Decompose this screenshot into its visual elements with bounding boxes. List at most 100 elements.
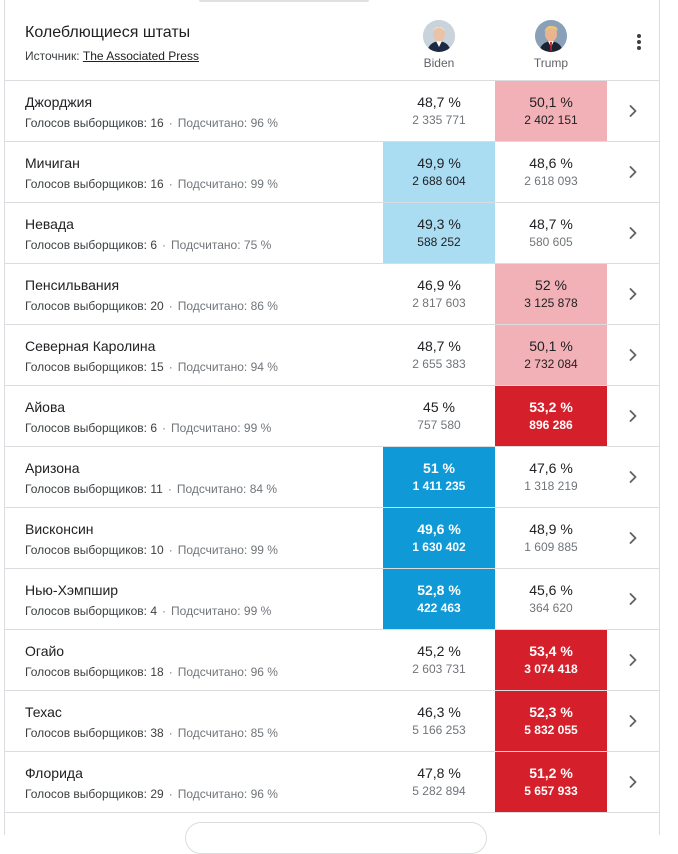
trump-result: 53,2 % 896 286 bbox=[495, 386, 607, 446]
chevron-right-icon[interactable] bbox=[625, 652, 641, 668]
state-name: Флорида bbox=[25, 765, 83, 781]
meta-separator: · bbox=[168, 543, 173, 557]
counted-value: 96 % bbox=[250, 665, 278, 679]
trump-percent: 48,9 % bbox=[529, 521, 573, 537]
meta-separator: · bbox=[168, 177, 173, 191]
trump-result: 45,6 % 364 620 bbox=[495, 569, 607, 629]
counted-value: 86 % bbox=[250, 299, 278, 313]
state-name: Джорджия bbox=[25, 94, 93, 110]
chevron-right-icon[interactable] bbox=[625, 530, 641, 546]
meta-separator: · bbox=[168, 726, 173, 740]
trump-result: 50,1 % 2 732 084 bbox=[495, 325, 607, 385]
trump-result: 50,1 % 2 402 151 bbox=[495, 81, 607, 141]
electors-label: Голосов выборщиков: bbox=[25, 543, 147, 557]
state-row[interactable]: Техас Голосов выборщиков: 38 · Подсчитано: … bbox=[5, 691, 659, 752]
trump-percent: 53,2 % bbox=[529, 399, 573, 415]
trump-votes: 5 657 933 bbox=[524, 784, 578, 798]
chevron-right-icon[interactable] bbox=[625, 164, 641, 180]
chevron-right-icon[interactable] bbox=[625, 469, 641, 485]
state-row[interactable]: Мичиган Голосов выборщиков: 16 · Подсчитано… bbox=[5, 142, 659, 203]
counted-label: Подсчитано: bbox=[171, 238, 241, 252]
more-options-icon[interactable] bbox=[629, 32, 649, 52]
electors-value: 10 bbox=[150, 543, 164, 557]
trump-result: 51,2 % 5 657 933 bbox=[495, 752, 607, 812]
trump-result: 52,3 % 5 832 055 bbox=[495, 691, 607, 751]
counted-value: 99 % bbox=[243, 421, 272, 435]
state-meta: Голосов выборщиков: 18 · Подсчитано: 96 % bbox=[25, 665, 278, 679]
state-meta: Голосов выборщиков: 4 · Подсчитано: 99 % bbox=[25, 604, 271, 618]
state-meta: Голосов выборщиков: 6 · Подсчитано: 75 % bbox=[25, 238, 271, 252]
state-row[interactable]: Джорджия Голосов выборщиков: 16 · Подсчитан… bbox=[5, 81, 659, 142]
biden-result: 49,6 % 1 630 402 bbox=[383, 508, 495, 568]
counted-label: Подсчитано: bbox=[177, 543, 248, 557]
trump-avatar bbox=[535, 20, 567, 52]
electors-label: Голосов выборщиков: bbox=[25, 787, 147, 801]
state-meta: Голосов выборщиков: 20 · Подсчитано: 86 % bbox=[25, 299, 278, 313]
meta-separator: · bbox=[168, 665, 173, 679]
candidate-biden: Biden bbox=[409, 20, 469, 70]
trump-votes: 1 609 885 bbox=[524, 540, 578, 554]
biden-result: 48,7 % 2 335 771 bbox=[383, 81, 495, 141]
chevron-right-icon[interactable] bbox=[625, 408, 641, 424]
source-label: Источник: bbox=[25, 49, 80, 63]
trump-percent: 45,6 % bbox=[529, 582, 573, 598]
counted-label: Подсчитано: bbox=[171, 604, 241, 618]
chevron-right-icon[interactable] bbox=[625, 774, 641, 790]
trump-votes: 5 832 055 bbox=[524, 723, 578, 737]
electors-value: 11 bbox=[150, 482, 163, 496]
counted-value: 85 % bbox=[250, 726, 278, 740]
state-row[interactable]: Айова Голосов выборщиков: 6 · Подсчитано: 9… bbox=[5, 386, 659, 447]
biden-result: 46,9 % 2 817 603 bbox=[383, 264, 495, 324]
chevron-right-icon[interactable] bbox=[625, 713, 641, 729]
state-row[interactable]: Невада Голосов выборщиков: 6 · Подсчитано: … bbox=[5, 203, 659, 264]
chevron-right-icon[interactable] bbox=[625, 591, 641, 607]
biden-percent: 51 % bbox=[423, 460, 455, 476]
chevron-right-icon[interactable] bbox=[625, 225, 641, 241]
state-row[interactable]: Аризона Голосов выборщиков: 11 · Подсчитано… bbox=[5, 447, 659, 508]
electors-label: Голосов выборщиков: bbox=[25, 665, 147, 679]
counted-value: 84 % bbox=[249, 482, 278, 496]
state-name: Огайо bbox=[25, 643, 65, 659]
chevron-right-icon[interactable] bbox=[625, 286, 641, 302]
trump-percent: 47,6 % bbox=[529, 460, 573, 476]
swing-states-card: Колеблющиеся штаты Источник: The Associa… bbox=[4, 0, 660, 854]
chevron-right-icon[interactable] bbox=[625, 347, 641, 363]
state-row[interactable]: Нью-Хэмпшир Голосов выборщиков: 4 · Подсчит… bbox=[5, 569, 659, 630]
state-meta: Голосов выборщиков: 11 · Подсчитано: 84 % bbox=[25, 482, 277, 496]
counted-label: Подсчитано: bbox=[177, 787, 248, 801]
trump-percent: 50,1 % bbox=[529, 338, 573, 354]
state-meta: Голосов выборщиков: 29 · Подсчитано: 96 % bbox=[25, 787, 278, 801]
counted-label: Подсчитано: bbox=[176, 482, 247, 496]
state-meta: Голосов выборщиков: 16 · Подсчитано: 99 % bbox=[25, 177, 278, 191]
trump-result: 48,9 % 1 609 885 bbox=[495, 508, 607, 568]
biden-portrait-icon bbox=[423, 20, 455, 52]
state-row[interactable]: Флорида Голосов выборщиков: 29 · Подсчитано… bbox=[5, 752, 659, 813]
electors-value: 20 bbox=[150, 299, 164, 313]
counted-label: Подсчитано: bbox=[177, 360, 248, 374]
state-row[interactable]: Висконсин Голосов выборщиков: 10 · Подсчита… bbox=[5, 508, 659, 569]
chevron-right-icon[interactable] bbox=[625, 103, 641, 119]
source-link[interactable]: The Associated Press bbox=[82, 49, 199, 63]
counted-value: 96 % bbox=[250, 787, 278, 801]
biden-percent: 46,3 % bbox=[417, 704, 461, 720]
electors-value: 6 bbox=[150, 421, 158, 435]
biden-percent: 49,3 % bbox=[417, 216, 461, 232]
candidate-trump: Trump bbox=[521, 20, 581, 70]
biden-votes: 422 463 bbox=[417, 601, 461, 615]
biden-percent: 48,7 % bbox=[417, 94, 461, 110]
electors-value: 29 bbox=[150, 787, 164, 801]
counted-label: Подсчитано: bbox=[171, 421, 241, 435]
biden-result: 52,8 % 422 463 bbox=[383, 569, 495, 629]
show-more-button[interactable] bbox=[185, 822, 487, 854]
trump-votes: 2 732 084 bbox=[524, 357, 578, 371]
state-row[interactable]: Огайо Голосов выборщиков: 18 · Подсчитано: … bbox=[5, 630, 659, 691]
trump-percent: 53,4 % bbox=[529, 643, 573, 659]
trump-result: 48,6 % 2 618 093 bbox=[495, 142, 607, 202]
state-row[interactable]: Пенсильвания Голосов выборщиков: 20 · Подсч… bbox=[5, 264, 659, 325]
counted-label: Подсчитано: bbox=[177, 177, 248, 191]
counted-value: 94 % bbox=[250, 360, 278, 374]
trump-percent: 52 % bbox=[535, 277, 567, 293]
biden-percent: 46,9 % bbox=[417, 277, 461, 293]
state-row[interactable]: Северная Каролина Голосов выборщиков: 15 ·… bbox=[5, 325, 659, 386]
electors-label: Голосов выборщиков: bbox=[25, 116, 147, 130]
